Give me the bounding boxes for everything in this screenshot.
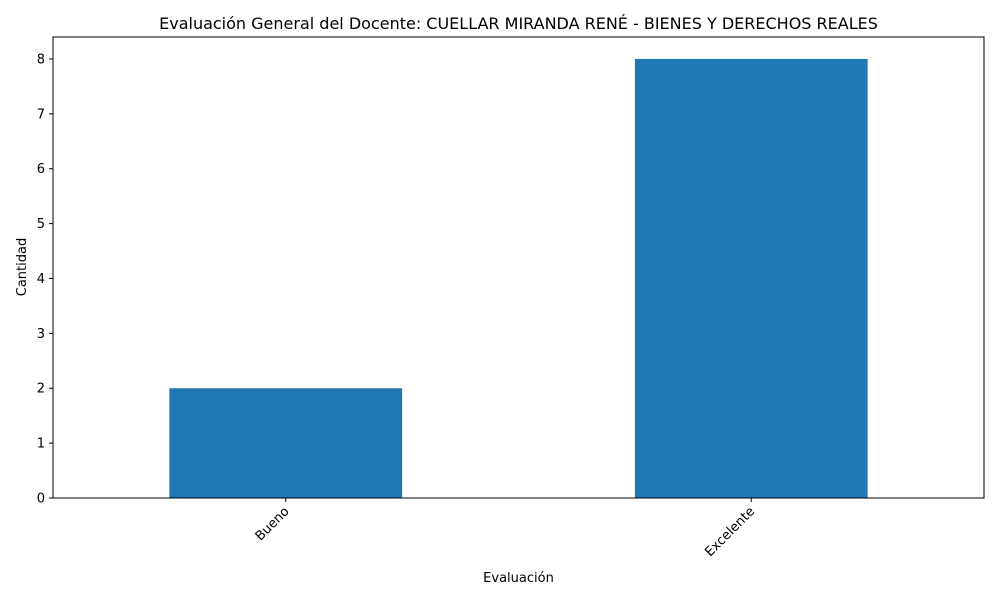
y-axis-label: Cantidad [15,238,30,296]
x-axis-label: Evaluación [483,571,554,586]
y-tick-label: 1 [37,437,45,452]
x-tick-label: Bueno [253,504,293,544]
y-tick-label: 7 [37,107,45,122]
y-tick-label: 5 [37,217,45,232]
plot-frame [52,36,985,499]
y-tick-label: 0 [37,492,45,507]
bar [169,388,403,498]
plot-area: 0 1 2 3 4 5 6 7 8 Bueno Excelente [37,36,985,560]
y-tick-label: 2 [37,382,45,397]
y-tick-label: 6 [37,162,45,177]
bar [634,58,868,498]
y-tick-label: 4 [37,272,45,287]
chart-title: Evaluación General del Docente: CUELLAR … [159,14,878,33]
x-tick-label: Excelente [702,504,758,560]
y-tick-label: 8 [37,52,45,67]
y-tick-label: 3 [37,327,45,342]
